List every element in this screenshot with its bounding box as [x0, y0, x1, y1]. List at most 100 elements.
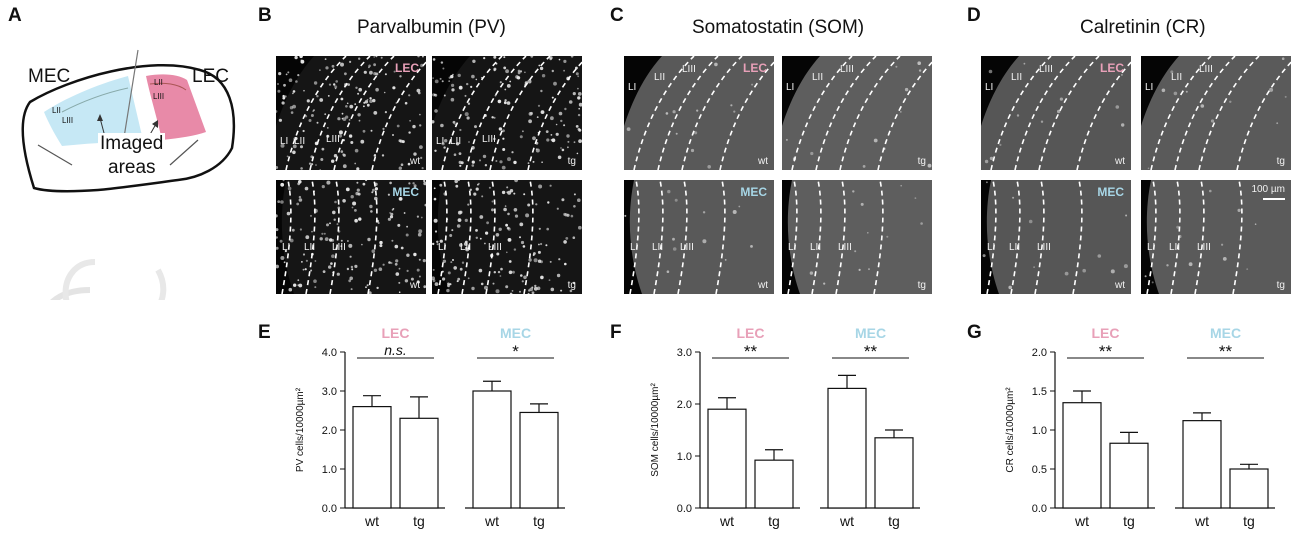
micrograph-pv-mec-tg: tg LI LII LIII	[432, 180, 582, 294]
micrograph-genotype-label: wt	[758, 156, 768, 167]
y-axis-label: PV cells/10000µm²	[295, 387, 306, 472]
micrograph-som-mec-wt: MEC wt LI LII LIII	[624, 180, 774, 294]
micrograph-genotype-label: tg	[567, 156, 576, 167]
imaged-areas-label-line1: Imaged	[98, 133, 166, 155]
x-tick-label: tg	[1243, 513, 1255, 529]
layer-label-li: LI	[786, 82, 795, 93]
layer-label-lii: LII	[1009, 242, 1021, 253]
micrograph-region-label: LEC	[395, 61, 419, 75]
x-tick-label: wt	[364, 513, 379, 529]
entorhinal-schematic	[21, 49, 236, 300]
layer-label-liii: LIII	[482, 134, 496, 145]
y-tick-label: 1.0	[1032, 425, 1047, 437]
panel-label-b: B	[258, 5, 272, 26]
micrograph-genotype-label: tg	[1276, 280, 1285, 291]
layer-label-li: LI	[282, 242, 291, 253]
y-tick-label: 3.0	[677, 347, 692, 359]
micrograph-cr-mec-tg: tg LI LII LIII 100 µm	[1141, 180, 1291, 294]
y-tick-label: 0.0	[1032, 503, 1047, 515]
layer-label-lii: LII	[460, 242, 472, 253]
group-label-lec: LEC	[737, 325, 765, 341]
bar	[352, 405, 392, 509]
layer-label-li: LI	[1145, 82, 1154, 93]
micrograph-pv-mec-wt: MEC wt LI LII LIII	[276, 180, 426, 294]
micrograph-cr-mec-wt: MEC wt LI LII LIII	[981, 180, 1131, 294]
som-bar-chart: 0.0 1.0 2.0 3.0 SOM cells/10000µm² wt tg wt tg LE…	[650, 325, 920, 529]
micrograph-genotype-label: tg	[567, 280, 576, 291]
y-tick-label: 0.5	[1032, 464, 1047, 476]
title-som: Somatostatin (SOM)	[692, 17, 865, 38]
panel-label-e: E	[258, 322, 271, 343]
layer-label-liii: LIII	[1197, 242, 1211, 253]
schematic-lec-layer-2: LII	[154, 78, 163, 87]
layer-label-lii: LII	[1171, 72, 1183, 83]
y-tick-label: 0.0	[322, 503, 337, 515]
group-label-mec: MEC	[855, 325, 886, 341]
micrograph-som-lec-wt: LEC wt LI LII LIII	[624, 56, 774, 170]
layer-label-lii: LII	[654, 72, 666, 83]
y-axis-label: SOM cells/10000µm²	[650, 383, 661, 477]
x-tick-label: wt	[839, 513, 854, 529]
y-tick-label: 2.0	[322, 425, 337, 437]
layer-label-li: LI	[628, 82, 637, 93]
layer-label-liii: LIII	[682, 64, 696, 75]
x-tick-label: wt	[719, 513, 734, 529]
panel-label-a: A	[8, 5, 22, 26]
layer-label-li: LI	[987, 242, 996, 253]
y-tick-label: 1.5	[1032, 386, 1047, 398]
scale-bar	[1263, 198, 1285, 200]
layer-label-liii: LIII	[838, 242, 852, 253]
x-tick-label: tg	[1123, 513, 1135, 529]
significance-label: **	[1219, 342, 1233, 361]
significance-label: n.s.	[384, 342, 407, 358]
bar	[707, 408, 747, 509]
y-tick-label: 4.0	[322, 347, 337, 359]
group-label-lec: LEC	[382, 325, 410, 341]
micrograph-cr-lec-tg: tg LI LII LIII	[1141, 56, 1291, 170]
bar	[1182, 420, 1222, 509]
micrograph-genotype-label: wt	[1115, 280, 1125, 291]
micrograph-genotype-label: wt	[410, 280, 420, 291]
x-tick-label: tg	[768, 513, 780, 529]
x-tick-label: tg	[413, 513, 425, 529]
panel-label-g: G	[967, 322, 982, 343]
layer-label-lii: LII	[450, 136, 462, 147]
group-label-mec: MEC	[500, 325, 531, 341]
bar	[874, 437, 914, 509]
micrograph-genotype-label: wt	[758, 280, 768, 291]
x-tick-label: wt	[484, 513, 499, 529]
bar	[1109, 442, 1149, 509]
layer-label-li: LI	[280, 136, 289, 147]
y-tick-label: 1.0	[677, 451, 692, 463]
micrograph-genotype-label: wt	[410, 156, 420, 167]
y-tick-label: 2.0	[1032, 347, 1047, 359]
layer-label-liii: LIII	[1199, 64, 1213, 75]
schematic-lec-label: LEC	[192, 66, 229, 87]
micrograph-genotype-label: wt	[1115, 156, 1125, 167]
x-tick-label: tg	[888, 513, 900, 529]
significance-label: *	[512, 342, 519, 361]
bar	[472, 390, 512, 509]
schematic-mec-layer-2: LII	[52, 106, 61, 115]
bar	[519, 411, 559, 509]
significance-label: **	[864, 342, 878, 361]
bar	[754, 459, 794, 509]
layer-label-lii: LII	[810, 242, 822, 253]
micrograph-pv-lec-wt: LEC wt LI LII LIII	[276, 56, 426, 170]
micrograph-genotype-label: tg	[1276, 156, 1285, 167]
pv-bar-chart: 0.0 1.0 2.0 3.0 4.0 PV cells/10000µm² wt tg wt tg…	[295, 325, 565, 529]
layer-label-lii: LII	[652, 242, 664, 253]
layer-label-liii: LIII	[332, 242, 346, 253]
layer-label-lii: LII	[1011, 72, 1023, 83]
micrograph-region-label: LEC	[1100, 61, 1124, 75]
micrograph-region-label: LEC	[743, 61, 767, 75]
layer-label-liii: LIII	[326, 134, 340, 145]
layer-label-liii: LIII	[1037, 242, 1051, 253]
layer-label-li: LI	[630, 242, 639, 253]
panel-label-c: C	[610, 5, 624, 26]
title-pv: Parvalbumin (PV)	[357, 17, 506, 38]
significance-label: **	[1099, 342, 1113, 361]
micrograph-pv-lec-tg: tg LI LII LIII	[432, 56, 582, 170]
cr-bar-chart: 0.0 0.5 1.0 1.5 2.0 CR cells/10000µm² wt tg wt tg…	[1005, 325, 1275, 529]
micrograph-som-mec-tg: tg LI LII LIII	[782, 180, 932, 294]
